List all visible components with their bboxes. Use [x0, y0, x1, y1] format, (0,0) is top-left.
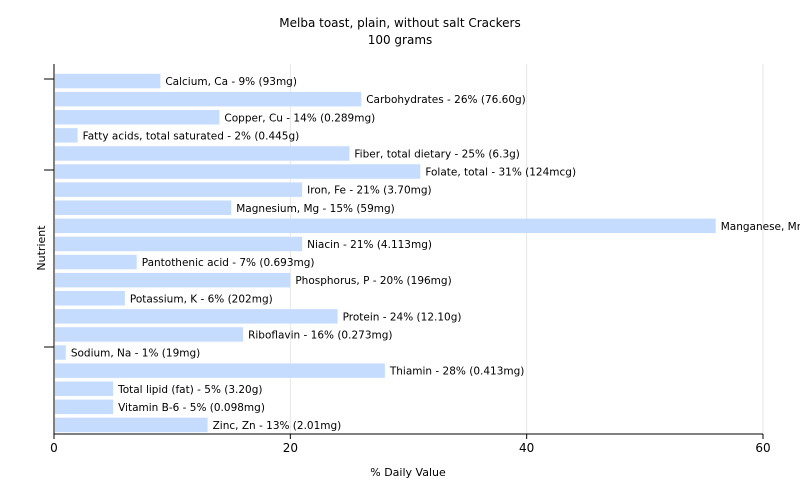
bar-5 [55, 164, 421, 179]
bar-label-9: Niacin - 21% (4.113mg) [307, 239, 432, 251]
bar-label-7: Magnesium, Mg - 15% (59mg) [236, 203, 395, 215]
bar-label-1: Carbohydrates - 26% (76.60g) [366, 94, 526, 106]
bar-11 [55, 272, 291, 288]
bar-4 [55, 146, 350, 161]
x-tick-label-0: 0 [50, 441, 58, 455]
axes [44, 64, 763, 435]
bar-3 [55, 128, 78, 143]
bar-label-15: Sodium, Na - 1% (19mg) [71, 348, 200, 360]
bar-label-19: Zinc, Zn - 13% (2.01mg) [213, 420, 342, 432]
bar-label-8: Manganese, Mn - 56% (1.130mg) [721, 221, 800, 233]
bar-16 [55, 363, 385, 378]
x-tick-label-1: 20 [283, 441, 298, 455]
bar-6 [55, 182, 303, 197]
bar-label-14: Riboflavin - 16% (0.273mg) [248, 329, 392, 341]
bar-2 [55, 110, 220, 125]
bar-13 [55, 309, 338, 324]
chart-title: Melba toast, plain, without salt Cracker… [279, 16, 520, 30]
bar-10 [55, 254, 137, 270]
bar-19 [55, 417, 208, 433]
bar-1 [55, 91, 362, 107]
bar-7 [55, 200, 232, 215]
x-axis-ticks: 0 20 40 60 [50, 434, 771, 455]
bar-label-2: Copper, Cu - 14% (0.289mg) [224, 112, 375, 124]
bar-label-5: Folate, total - 31% (124mcg) [425, 167, 576, 179]
bar-0 [55, 73, 161, 89]
x-tick-label-2: 40 [519, 441, 534, 455]
bar-18 [55, 399, 114, 415]
bar-12 [55, 291, 125, 306]
bar-label-13: Protein - 24% (12.10g) [343, 311, 462, 323]
bar-label-12: Potassium, K - 6% (202mg) [130, 293, 273, 305]
chart-subtitle: 100 grams [368, 33, 433, 47]
x-tick-label-3: 60 [755, 441, 770, 455]
bar-17 [55, 381, 114, 396]
bar-15 [55, 345, 66, 360]
x-axis-title: % Daily Value [370, 466, 446, 479]
bar-label-18: Vitamin B-6 - 5% (0.098mg) [118, 402, 265, 414]
bar-label-3: Fatty acids, total saturated - 2% (0.445… [83, 130, 300, 142]
bar-label-4: Fiber, total dietary - 25% (6.3g) [354, 148, 519, 160]
y-axis-title: Nutrient [35, 225, 48, 271]
bar-labels: Calcium, Ca - 9% (93mg) Carbohydrates - 2… [71, 76, 800, 432]
bar-14 [55, 327, 244, 342]
bar-label-11: Phosphorus, P - 20% (196mg) [295, 275, 451, 287]
bar-label-6: Iron, Fe - 21% (3.70mg) [307, 185, 431, 197]
bar-9 [55, 236, 303, 252]
bar-label-0: Calcium, Ca - 9% (93mg) [165, 76, 297, 88]
bars [55, 73, 716, 433]
bar-label-16: Thiamin - 28% (0.413mg) [389, 366, 525, 378]
bar-8 [55, 218, 716, 234]
bar-label-10: Pantothenic acid - 7% (0.693mg) [142, 257, 315, 269]
bar-label-17: Total lipid (fat) - 5% (3.20g) [117, 384, 262, 396]
